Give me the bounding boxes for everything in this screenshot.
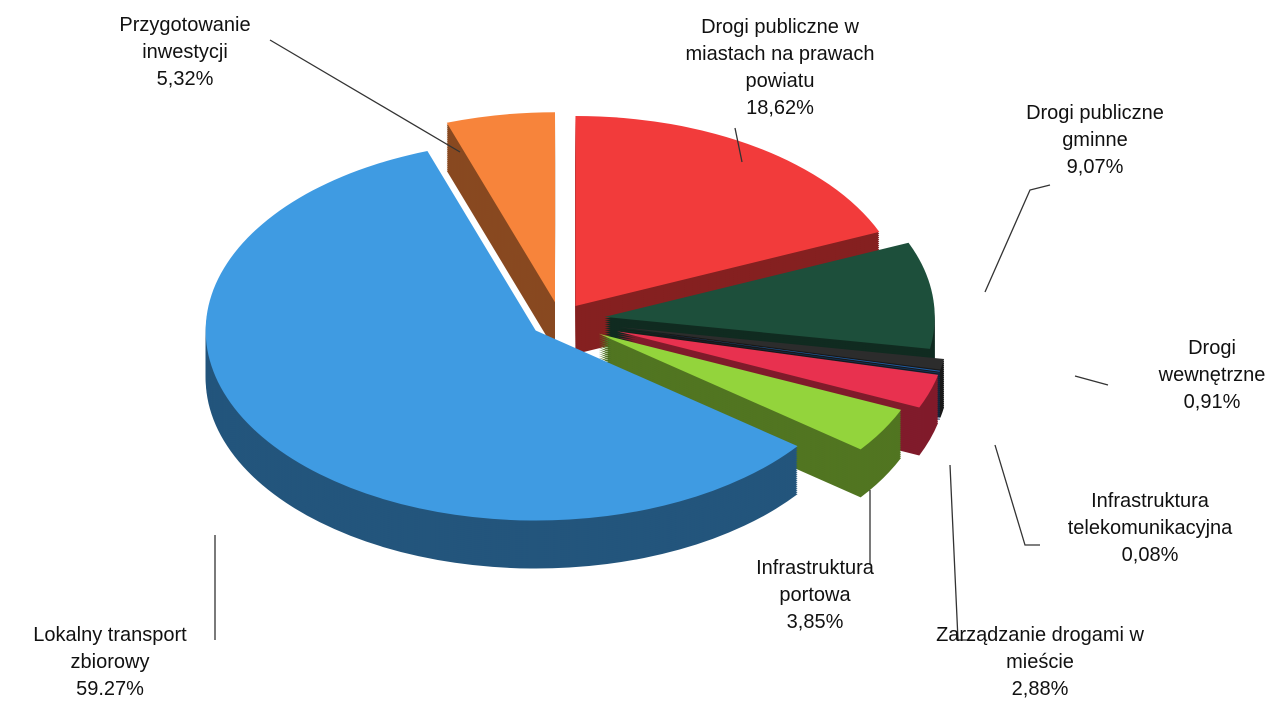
slice-top: [575, 115, 880, 306]
leader-line: [1074, 375, 1109, 386]
value-label: 2,88%: [1011, 678, 1069, 700]
slice-top: [616, 331, 939, 408]
slice-label: Infrastruktura telekomunikacyjna 0,08%: [1030, 488, 1266, 569]
value-label: 0,08%: [1121, 544, 1179, 566]
category-name: Lokalny transport zbiorowy: [33, 624, 187, 673]
slice-label: Zarządzanie drogami w mieście 2,88%: [920, 622, 1160, 703]
leader-line: [994, 444, 1040, 546]
slice-top: [205, 151, 798, 521]
slice: [205, 151, 798, 569]
slice-label: Infrastruktura portowa 3,85%: [720, 555, 910, 636]
slice-top: [604, 242, 935, 349]
slice-side: [618, 330, 941, 374]
leaders: [214, 39, 1109, 641]
category-name: Przygotowanie inwestycji: [119, 14, 251, 63]
category-name: Infrastruktura telekomunikacyjna: [1067, 490, 1233, 539]
value-label: 18,62%: [746, 97, 814, 119]
slice: [575, 115, 880, 354]
category-name: Drogi wewnętrzne: [1158, 337, 1266, 386]
slice-label: Drogi wewnętrzne 0,91%: [1142, 335, 1266, 416]
slice: [446, 112, 556, 351]
leader-line: [949, 464, 975, 641]
value-label: 59.27%: [76, 678, 144, 700]
value-label: 5,32%: [156, 68, 214, 90]
slice-top: [618, 328, 941, 372]
slice-label: Lokalny transport zbiorowy 59.27%: [0, 622, 225, 703]
slice-label: Przygotowanie inwestycji 5,32%: [90, 12, 280, 93]
category-name: Infrastruktura portowa: [756, 557, 874, 606]
slice-top: [598, 333, 902, 450]
category-name: Drogi publiczne gminne: [1026, 102, 1164, 151]
leader-line: [984, 184, 1051, 293]
slice-top: [446, 112, 556, 303]
value-label: 0,91%: [1183, 391, 1241, 413]
leader-line: [734, 127, 743, 163]
category-name: Zarządzanie drogami w mieście: [936, 624, 1144, 673]
category-name: Drogi publiczne w miastach na prawach po…: [685, 16, 875, 92]
slice-label: Drogi publiczne w miastach na prawach po…: [665, 14, 895, 122]
value-label: 3,85%: [786, 611, 844, 633]
slice-top: [618, 327, 945, 370]
slices: [205, 112, 945, 569]
leader-line: [269, 39, 461, 153]
slice-label: Drogi publiczne gminne 9,07%: [995, 100, 1195, 181]
value-label: 9,07%: [1066, 156, 1124, 178]
